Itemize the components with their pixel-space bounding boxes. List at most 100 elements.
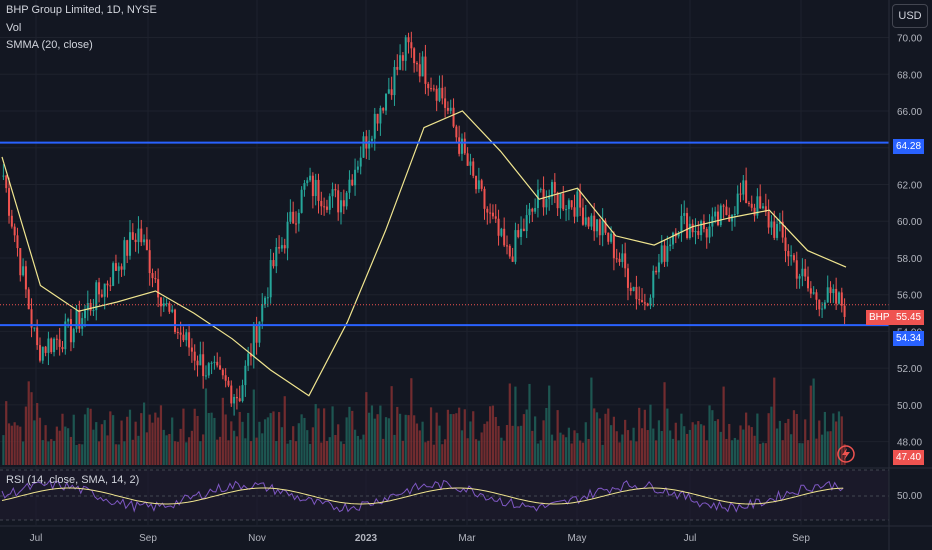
candle-body [379,108,382,124]
candle-body [86,303,89,311]
candle-body [787,250,790,257]
volume-bar [745,412,748,465]
volume-bar [705,440,708,465]
volume-bar [142,402,146,465]
symbol-title[interactable]: BHP Group Limited, 1D, NYSE [6,4,157,16]
candle-body [534,208,537,212]
volume-bar [75,444,78,465]
volume-bar [176,441,179,465]
candle-body [719,205,722,226]
candle-body [722,205,725,207]
volume-bar [669,430,672,465]
candle-body [517,230,520,237]
volume-bar [297,423,300,465]
volume-bar [716,419,720,465]
candle-body [78,310,81,329]
candle-body [489,212,492,214]
volume-bar [818,420,821,465]
volume-bar [660,430,663,465]
volume-bar [711,410,714,465]
rsi-legend[interactable]: RSI (14, close, SMA, 14, 2) [6,474,140,486]
volume-bar [542,420,545,465]
candle-body [272,260,275,267]
volume-bar [528,383,531,465]
candle-body [235,396,238,399]
volume-bar [413,415,416,465]
candle-body [24,266,27,290]
smma-legend[interactable]: SMMA (20, close) [6,39,93,51]
candle-body [581,207,584,225]
volume-legend[interactable]: Vol [6,22,22,34]
candle-body [210,362,213,364]
candle-body [767,211,770,228]
volume-bar [123,441,126,465]
volume-bar [556,410,559,465]
y-tick-label: 68.00 [897,70,922,81]
candle-body [505,245,508,247]
volume-bar [230,421,233,465]
candle-body [556,192,559,209]
candle-body [199,354,202,366]
candle-body [795,260,798,279]
candle-body [348,179,351,193]
volume-bar [384,417,388,465]
volume-bar [95,422,98,465]
volume-bar [61,413,64,465]
volume-bar [308,443,312,465]
volume-bar [579,440,582,465]
volume-bar [739,425,742,465]
candle-body [584,217,587,225]
currency-button[interactable]: USD [892,4,928,28]
candle-body [382,108,385,111]
volume-bar [460,430,464,465]
volume-bar [398,413,402,465]
volume-bar [837,411,841,465]
candle-body [266,297,269,299]
candle-body [610,233,613,242]
candle-body [179,332,182,335]
candle-body [165,303,168,305]
candle-body [539,189,542,191]
volume-bar [719,431,722,465]
volume-bar [100,424,103,465]
volume-bar [227,440,230,465]
volume-bar [787,418,790,465]
volume-tag: 47.40 [893,450,925,465]
volume-bar [700,424,703,465]
volume-bar [747,425,751,465]
volume-bar [489,406,492,465]
candle-body [247,353,250,366]
volume-bar [86,407,89,465]
candle-body [716,211,719,226]
volume-bar [663,382,666,465]
candle-body [261,304,264,322]
volume-bar [106,435,109,465]
candle-body [143,239,146,243]
volume-bar [564,437,568,465]
volume-bar [815,438,818,465]
volume-bar [494,416,497,465]
candle-body [494,216,497,219]
volume-bar [154,412,157,465]
volume-bar [280,427,284,465]
candle-body [283,245,286,249]
candle-body [570,200,573,208]
candle-body [103,283,106,297]
candle-body [455,126,458,138]
volume-bar [522,414,525,465]
volume-bar [486,421,489,465]
candle-body [390,89,393,96]
volume-bar [646,430,649,465]
volume-bar [415,423,419,465]
volume-bar [294,441,298,465]
volume-bar [44,425,47,465]
volume-bar [224,414,227,465]
volume-bar [289,440,292,465]
candle-body [224,375,227,381]
candle-body [148,250,151,274]
volume-bar [323,408,326,465]
y-tick-label: 58.00 [897,254,922,265]
candle-body [303,183,306,190]
